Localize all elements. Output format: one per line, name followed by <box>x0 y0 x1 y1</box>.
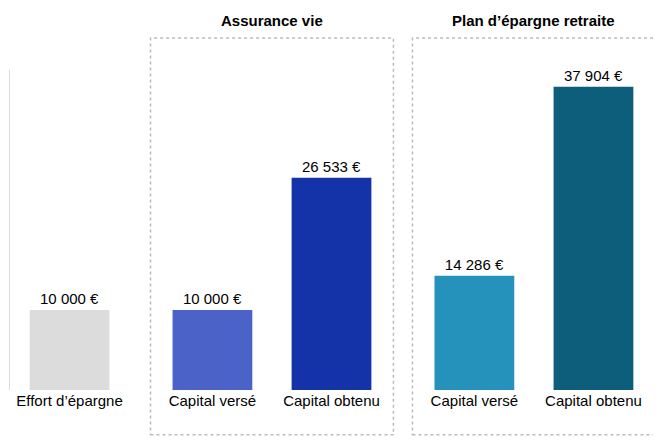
svg-text:Effort d’épargne: Effort d’épargne <box>16 392 122 409</box>
svg-text:Capital obtenu: Capital obtenu <box>545 392 642 409</box>
svg-text:14 286 €: 14 286 € <box>445 256 504 273</box>
svg-text:26 533 €: 26 533 € <box>302 158 361 175</box>
svg-text:Assurance vie: Assurance vie <box>221 12 323 29</box>
svg-text:Capital versé: Capital versé <box>169 392 257 409</box>
svg-text:10 000 €: 10 000 € <box>183 290 242 307</box>
svg-text:37 904 €: 37 904 € <box>564 67 623 84</box>
svg-text:10 000 €: 10 000 € <box>40 290 99 307</box>
svg-text:Capital obtenu: Capital obtenu <box>283 392 380 409</box>
svg-text:Capital versé: Capital versé <box>431 392 519 409</box>
svg-text:Plan d’épargne retraite: Plan d’épargne retraite <box>452 12 615 29</box>
